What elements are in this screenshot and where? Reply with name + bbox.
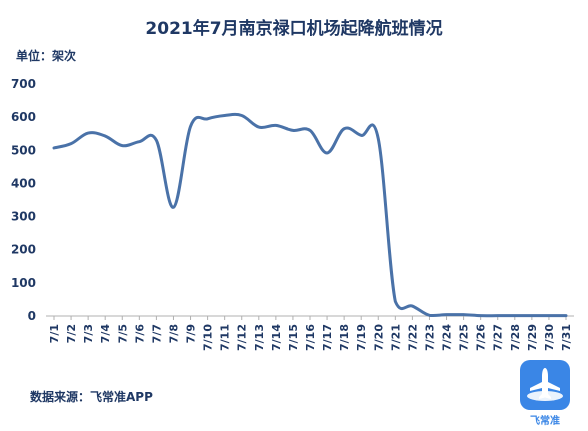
x-tick-label: 7/13	[253, 324, 266, 351]
x-tick-label: 7/29	[526, 324, 539, 351]
unit-label: 单位：架次	[16, 49, 77, 63]
x-tick-label: 7/30	[543, 324, 556, 351]
x-tick-label: 7/6	[133, 324, 146, 344]
data-source: 数据来源：飞常准APP	[30, 390, 153, 404]
app-logo	[520, 360, 570, 410]
x-tick-label: 7/9	[185, 324, 198, 343]
x-tick-label: 7/14	[270, 324, 283, 351]
x-tick-label: 7/31	[560, 324, 573, 351]
x-axis-ticks: 7/1 7/2 7/3 7/4 7/5 7/6 7/7 7/8 7/9 7/10 7/11 7/12 7…	[48, 316, 573, 351]
x-tick-label: 7/27	[492, 324, 505, 351]
chart-title: 2021年7月南京禄口机场起降航班情况	[145, 19, 443, 39]
x-tick-label: 7/15	[287, 324, 300, 351]
x-tick-label: 7/19	[355, 324, 368, 351]
x-tick-label: 7/11	[219, 324, 232, 351]
airplane-icon	[527, 368, 563, 401]
x-tick-label: 7/17	[321, 324, 334, 351]
x-tick-label: 7/3	[82, 324, 95, 343]
x-tick-label: 7/7	[150, 324, 163, 343]
y-tick-label: 200	[11, 243, 36, 257]
x-tick-label: 7/8	[167, 324, 180, 343]
x-tick-label: 7/2	[65, 324, 78, 343]
y-tick-label: 400	[11, 176, 36, 190]
x-tick-label: 7/1	[48, 324, 61, 343]
y-tick-label: 300	[11, 210, 36, 224]
y-tick-label: 600	[11, 110, 36, 124]
y-tick-label: 700	[11, 77, 36, 91]
y-tick-label: 0	[28, 309, 36, 323]
x-tick-label: 7/4	[99, 324, 112, 344]
x-tick-label: 7/24	[441, 324, 454, 351]
logo-text: 飞常准	[530, 416, 560, 427]
x-tick-label: 7/26	[475, 324, 488, 351]
y-axis-ticks: 0 100 200 300 400 500 600 700	[11, 77, 36, 323]
x-tick-label: 7/16	[304, 324, 317, 351]
x-tick-label: 7/12	[236, 324, 249, 351]
x-tick-label: 7/23	[423, 324, 436, 351]
x-tick-label: 7/20	[372, 324, 385, 351]
x-tick-label: 7/28	[509, 324, 522, 351]
x-tick-label: 7/25	[458, 324, 471, 351]
x-tick-label: 7/18	[338, 324, 351, 351]
x-tick-label: 7/21	[389, 324, 402, 351]
x-tick-label: 7/5	[116, 324, 129, 343]
series-line	[52, 112, 568, 318]
x-tick-label: 7/10	[202, 324, 215, 351]
x-tick-label: 7/22	[406, 324, 419, 351]
y-tick-label: 500	[11, 143, 36, 157]
y-tick-label: 100	[11, 276, 36, 290]
